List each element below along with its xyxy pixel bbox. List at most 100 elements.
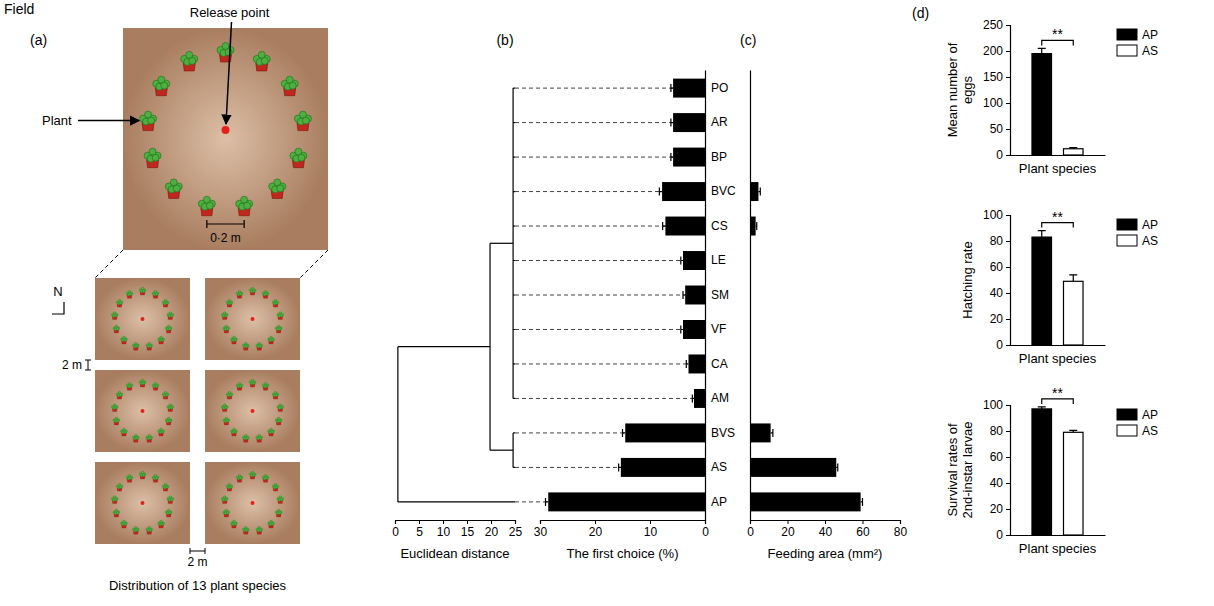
plant-leaf bbox=[161, 339, 164, 342]
figure: Field(a)Release pointPlant0·2 mN2 m2 mDi… bbox=[0, 0, 1214, 606]
y-axis-tick-label: 100 bbox=[983, 208, 1003, 222]
plant-icon bbox=[152, 290, 159, 298]
plant-icon bbox=[113, 325, 120, 333]
plant-leaf bbox=[155, 293, 158, 296]
plant-leaf bbox=[225, 314, 228, 317]
bar bbox=[750, 458, 836, 477]
release-point bbox=[222, 126, 230, 134]
plant-leaf bbox=[278, 512, 281, 515]
plant-leaf bbox=[259, 345, 262, 348]
y-axis-tick-label: 100 bbox=[983, 96, 1003, 110]
plant-leaf bbox=[136, 345, 139, 348]
dendro-x-axis-tick-label: 0 bbox=[392, 525, 399, 539]
plant-icon bbox=[121, 520, 128, 528]
category-axis-tick-label: PO bbox=[711, 81, 728, 95]
category-axis-tick-label: SM bbox=[711, 288, 729, 302]
dendro-x-axis-tick-mark bbox=[467, 520, 468, 524]
plant-icon bbox=[162, 483, 169, 491]
plant-icon bbox=[221, 312, 228, 320]
plant-leaf bbox=[116, 328, 119, 331]
dendro-x-axis-tick: 15 bbox=[461, 520, 475, 539]
plant-icon bbox=[217, 43, 234, 63]
axis-title: Plant species bbox=[1019, 351, 1097, 366]
plant-icon bbox=[158, 520, 165, 528]
release-point bbox=[251, 501, 255, 505]
plant-icon bbox=[277, 312, 284, 320]
error-bar bbox=[683, 291, 685, 299]
x-axis-line bbox=[751, 521, 901, 525]
y-axis-tick: 60 bbox=[990, 260, 1010, 274]
plant-leaf bbox=[170, 498, 173, 501]
plant-leaf bbox=[119, 394, 122, 397]
category-axis-tick: BVC bbox=[711, 184, 736, 198]
category-axis-tick-label: AP bbox=[711, 495, 727, 509]
plant-leaf bbox=[234, 431, 237, 434]
panel-label: (b) bbox=[496, 32, 513, 48]
legend-swatch bbox=[1117, 45, 1137, 56]
legend-label: AS bbox=[1142, 424, 1158, 438]
plant-leaf bbox=[136, 437, 139, 440]
y-axis: 050100150200250 bbox=[983, 18, 1011, 162]
axis-title-line: Hatching rate bbox=[960, 241, 975, 318]
y-axis-tick-mark bbox=[1006, 509, 1010, 510]
plant-leaf bbox=[170, 314, 173, 317]
bar bbox=[1063, 432, 1083, 535]
x-axis bbox=[1011, 345, 1106, 346]
plant-icon bbox=[152, 382, 159, 390]
y-axis-tick-mark bbox=[1006, 155, 1010, 156]
y-axis-tick: 60 bbox=[990, 450, 1010, 464]
plant-leaf bbox=[115, 314, 118, 317]
x-axis-tick-mark bbox=[863, 520, 864, 524]
y-axis-line bbox=[1006, 406, 1011, 536]
y-axis-tick: 20 bbox=[990, 312, 1010, 326]
y-axis-tick-label: 150 bbox=[983, 70, 1003, 84]
x-axis-line bbox=[1011, 345, 1106, 346]
dendro-cluster-link bbox=[490, 450, 513, 451]
x-axis-tick-mark bbox=[750, 520, 751, 524]
error-bar bbox=[1069, 148, 1077, 149]
plant-icon bbox=[231, 336, 238, 344]
bars bbox=[1032, 231, 1083, 345]
error-bar bbox=[681, 325, 683, 333]
plant-leaf bbox=[115, 406, 118, 409]
dendro-x-axis-tick-mark bbox=[419, 520, 420, 524]
annotation: ** bbox=[1052, 385, 1063, 401]
plant-icon bbox=[262, 474, 269, 482]
plant-icon bbox=[256, 434, 263, 442]
error-bar bbox=[671, 153, 673, 161]
axis-title: Plant species bbox=[1019, 541, 1097, 556]
plant-leaf bbox=[129, 293, 132, 296]
plant-leaf bbox=[226, 420, 229, 423]
y-axis-tick: 50 bbox=[990, 122, 1010, 136]
plant-arrow bbox=[78, 120, 139, 122]
scale-label: 0·2 m bbox=[210, 231, 241, 245]
y-axis-tick-label: 60 bbox=[990, 450, 1004, 464]
plant-icon bbox=[152, 474, 159, 482]
category-axis-tick: AP bbox=[711, 495, 727, 509]
category-axis-tick-label: BVS bbox=[711, 426, 735, 440]
x-axis-tick-mark bbox=[705, 520, 706, 524]
legend-swatch bbox=[1117, 409, 1137, 420]
error-bar bbox=[1038, 231, 1046, 238]
x-axis-tick-label: 0 bbox=[747, 525, 754, 539]
y-axis-tick-label: 20 bbox=[990, 312, 1004, 326]
error-bar bbox=[861, 498, 863, 506]
field-plot bbox=[205, 278, 300, 360]
dendro-x-axis-tick: 10 bbox=[437, 520, 451, 539]
dendro-x-axis-tick: 20 bbox=[485, 520, 499, 539]
error-bar bbox=[671, 119, 673, 127]
plant-leaf bbox=[252, 382, 255, 385]
bars bbox=[1032, 407, 1083, 535]
y-axis-tick: 200 bbox=[983, 44, 1010, 58]
legend-label: AP bbox=[1142, 218, 1158, 232]
x-axis-tick: 10 bbox=[644, 520, 658, 539]
bar bbox=[548, 492, 705, 511]
plant-leaf bbox=[124, 431, 127, 434]
legend-label: AS bbox=[1142, 44, 1158, 58]
y-axis-tick-mark bbox=[1006, 129, 1010, 130]
leaf-guide bbox=[515, 295, 705, 296]
plant-leaf bbox=[239, 385, 242, 388]
bar bbox=[673, 113, 705, 132]
field-plot bbox=[205, 370, 300, 452]
x-axis-tick: 0 bbox=[747, 520, 754, 539]
